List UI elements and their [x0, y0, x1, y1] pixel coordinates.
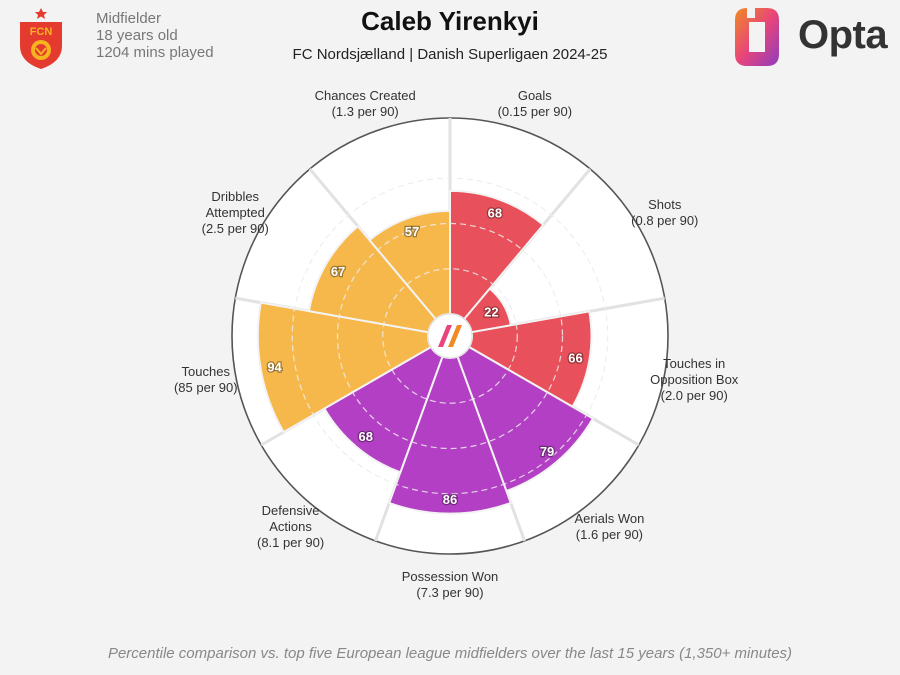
category-name: Chances Created: [315, 88, 416, 103]
category-label: Defensive Actions (8.1 per 90): [257, 503, 324, 550]
category-label: Chances Created (1.3 per 90): [315, 88, 416, 119]
category-name: Touches in: [663, 356, 725, 371]
value-label: 68: [359, 429, 373, 444]
opta-brand: Opta: [798, 13, 888, 57]
category-label: Aerials Won (1.6 per 90): [574, 511, 644, 542]
category-sublabel: (85 per 90): [174, 380, 238, 395]
logo-slash: [438, 325, 452, 347]
logo-slash: [448, 325, 462, 347]
category-sublabel: (7.3 per 90): [416, 585, 483, 600]
category-label: Dribbles Attempted (2.5 per 90): [202, 189, 269, 236]
player-age: 18 years old: [96, 27, 178, 44]
player-minutes: 1204 mins played: [96, 44, 214, 61]
grid-ring: [291, 177, 609, 495]
category-name: Defensive: [262, 503, 320, 518]
category-name: Attempted: [206, 205, 265, 220]
value-label: 94: [267, 359, 282, 374]
category-name: Dribbles: [211, 189, 259, 204]
value-label: 86: [443, 492, 457, 507]
opta-logo-icon: [735, 8, 779, 66]
category-label: Shots (0.8 per 90): [631, 197, 698, 228]
category-label: Touches in Opposition Box (2.0 per 90): [650, 356, 739, 403]
value-label: 68: [488, 205, 502, 220]
center-hub: [427, 313, 473, 359]
category-sublabel: (2.0 per 90): [661, 388, 728, 403]
grid-ring-overlay: [382, 268, 518, 404]
category-name: Possession Won: [402, 569, 499, 584]
category-name: Aerials Won: [574, 511, 644, 526]
category-name: Opposition Box: [650, 372, 739, 387]
grid-ring-overlay: [291, 177, 609, 495]
grid-ring: [382, 268, 518, 404]
player-info: Midfielder 18 years old 1204 mins played: [96, 10, 214, 61]
chart-title: Caleb Yirenkyi: [361, 6, 539, 36]
value-label: 67: [331, 264, 345, 279]
category-name: Shots: [648, 197, 682, 212]
category-name: Goals: [518, 88, 552, 103]
grid-ring-overlay: [336, 222, 564, 450]
player-position: Midfielder: [96, 10, 162, 27]
club-crest-icon: FCN: [20, 8, 62, 69]
category-sublabel: (0.15 per 90): [498, 104, 572, 119]
category-sublabel: (0.8 per 90): [631, 213, 698, 228]
category-sublabel: (8.1 per 90): [257, 535, 324, 550]
category-label: Possession Won (7.3 per 90): [402, 569, 499, 600]
crest-text: FCN: [30, 26, 53, 38]
category-name: Actions: [269, 519, 312, 534]
category-label: Touches (85 per 90): [174, 364, 238, 395]
category-name: Touches: [182, 364, 231, 379]
category-sublabel: (1.6 per 90): [576, 527, 643, 542]
chart-subtitle: FC Nordsjælland | Danish Superligaen 202…: [292, 46, 608, 63]
grid-ring: [337, 223, 563, 449]
center-logo-icon: [438, 325, 462, 347]
category-sublabel: (1.3 per 90): [332, 104, 399, 119]
footnote: Percentile comparison vs. top five Europ…: [107, 645, 793, 662]
category-sublabel: (2.5 per 90): [202, 221, 269, 236]
value-label: 22: [484, 305, 498, 320]
category-label: Goals (0.15 per 90): [498, 88, 572, 119]
value-label: 66: [568, 351, 582, 366]
value-label: 57: [405, 224, 419, 239]
value-label: 79: [540, 444, 554, 459]
